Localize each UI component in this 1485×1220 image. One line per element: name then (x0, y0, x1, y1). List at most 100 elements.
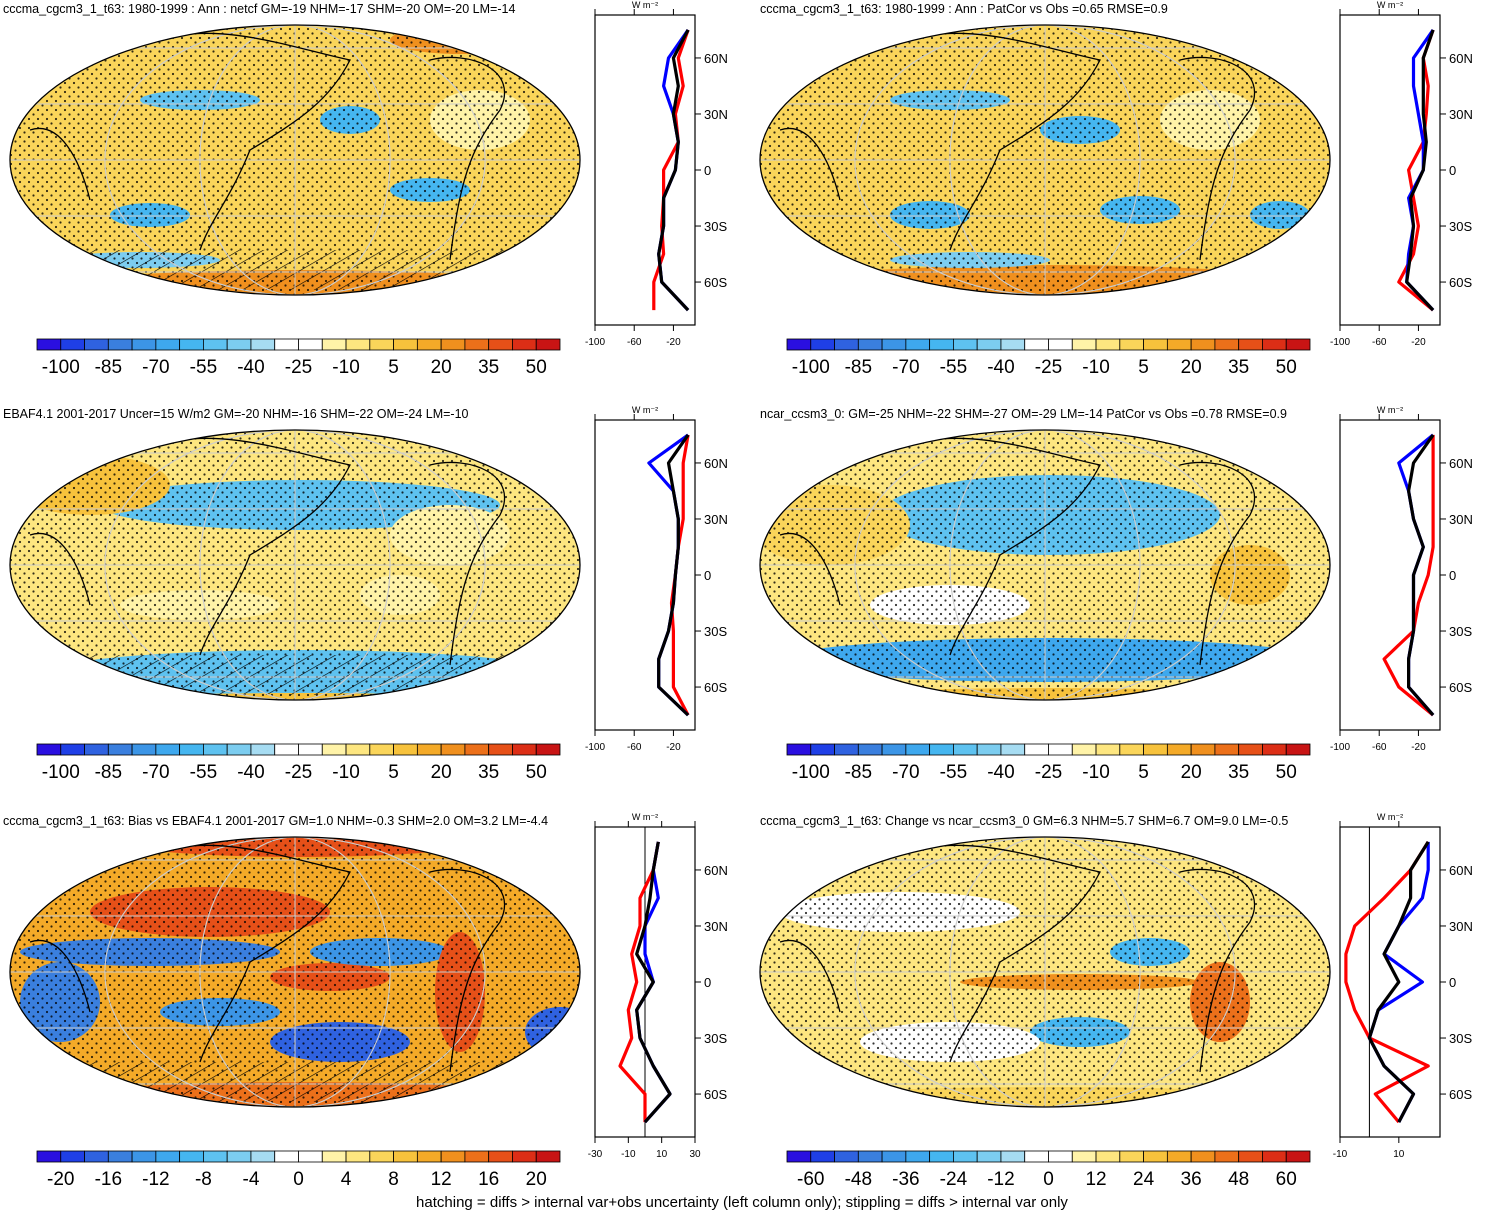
colorbar-label: 35 (1228, 762, 1249, 783)
colorbar-label: 20 (1181, 357, 1202, 378)
colorbar-box (1096, 1151, 1120, 1162)
colorbar-box (370, 339, 394, 350)
colorbar-label: 35 (478, 762, 499, 783)
colorbar-box (536, 1151, 560, 1162)
colorbar-box (180, 1151, 204, 1162)
colorbar-box (882, 1151, 906, 1162)
colorbar-box (1025, 339, 1049, 350)
colorbar-box (108, 1151, 132, 1162)
colorbar-box (953, 339, 977, 350)
x-tick-label: -20 (666, 742, 681, 753)
colorbar-box (251, 1151, 275, 1162)
colorbar-label: -70 (892, 762, 919, 783)
colorbar-box (512, 1151, 536, 1162)
colorbar-box (417, 1151, 441, 1162)
colorbar-box (1049, 339, 1073, 350)
colorbar-label: 8 (388, 1169, 399, 1190)
colorbar-box (1191, 339, 1215, 350)
profile-line (1407, 30, 1433, 310)
colorbar-box (346, 1151, 370, 1162)
panel: cccma_cgcm3_1_t63: Bias vs EBAF4.1 2001-… (0, 812, 728, 1190)
colorbar-label: -24 (940, 1169, 968, 1190)
panel-title: ncar_ccsm3_0: GM=-25 NHM=-22 SHM=-27 OM=… (760, 407, 1287, 421)
lat-tick-label: 60N (704, 51, 728, 66)
colorbar-box (787, 1151, 811, 1162)
colorbar-label: -55 (190, 762, 217, 783)
lat-tick-label: 30S (1449, 624, 1472, 639)
colorbar-box (858, 339, 882, 350)
colorbar-box (251, 744, 275, 755)
colorbar-box (1286, 339, 1310, 350)
colorbar-label: -10 (332, 357, 359, 378)
colorbar-label: 20 (526, 1169, 547, 1190)
lat-tick-label: 0 (1449, 975, 1456, 990)
x-tick-label: -10 (1333, 1149, 1348, 1160)
lat-tick-label: 30S (704, 1031, 727, 1046)
colorbar-box (1144, 339, 1168, 350)
colorbar-box (1262, 1151, 1286, 1162)
x-tick-label: -60 (1372, 742, 1387, 753)
colorbar-label: 12 (431, 1169, 452, 1190)
panel-title: cccma_cgcm3_1_t63: 1980-1999 : Ann : net… (3, 2, 515, 16)
colorbar-box (512, 339, 536, 350)
colorbar-box (85, 744, 109, 755)
lat-tick-label: 60N (1449, 51, 1473, 66)
colorbar-label: 24 (1133, 1169, 1155, 1190)
lat-tick-label: 60N (704, 863, 728, 878)
colorbar-box (536, 744, 560, 755)
colorbar-box (953, 744, 977, 755)
footer: hatching = diffs > internal var+obs unce… (416, 1194, 1068, 1211)
colorbar-box (132, 1151, 156, 1162)
colorbar-label: -100 (792, 357, 830, 378)
unit-label: W m⁻² (632, 812, 658, 822)
colorbar-label: -85 (845, 357, 872, 378)
colorbar-box (489, 744, 513, 755)
lat-tick-label: 30N (704, 107, 728, 122)
colorbar-box (977, 1151, 1001, 1162)
profile-line (1407, 30, 1433, 310)
colorbar-label: 20 (1181, 762, 1202, 783)
colorbar-box (156, 339, 180, 350)
colorbar-label: -8 (195, 1169, 212, 1190)
colorbar-box (787, 339, 811, 350)
colorbar-box (441, 339, 465, 350)
colorbar-box (322, 1151, 346, 1162)
colorbar-box (1262, 339, 1286, 350)
panel-title: EBAF4.1 2001-2017 Uncer=15 W/m2 GM=-20 N… (3, 407, 469, 421)
colorbar-box (227, 744, 251, 755)
lat-tick-label: 60S (704, 275, 727, 290)
colorbar-box (1049, 1151, 1073, 1162)
colorbar-box (1215, 339, 1239, 350)
unit-label: W m⁻² (632, 405, 658, 415)
colorbar-label: -10 (332, 762, 359, 783)
panel-title: cccma_cgcm3_1_t63: 1980-1999 : Ann : Pat… (760, 2, 1168, 16)
colorbar-box (1096, 339, 1120, 350)
lat-tick-label: 60S (1449, 680, 1472, 695)
lat-tick-label: 30N (704, 512, 728, 527)
colorbar-box (394, 744, 418, 755)
colorbar-label: 50 (1276, 357, 1297, 378)
x-tick-label: 10 (656, 1149, 668, 1160)
colorbar-box (180, 744, 204, 755)
colorbar-label: -25 (285, 357, 312, 378)
colorbar-box (1215, 744, 1239, 755)
colorbar-box (1215, 1151, 1239, 1162)
colorbar-box (61, 1151, 85, 1162)
lat-tick-label: 60N (1449, 456, 1473, 471)
colorbar-label: 5 (1138, 357, 1149, 378)
colorbar-box (1262, 744, 1286, 755)
colorbar-box (346, 339, 370, 350)
colorbar-box (441, 1151, 465, 1162)
x-tick-label: -60 (1372, 337, 1387, 348)
colorbar-box (322, 744, 346, 755)
colorbar-box (1072, 339, 1096, 350)
colorbar-box (1191, 1151, 1215, 1162)
colorbar-box (299, 744, 323, 755)
colorbar-label: -10 (1082, 762, 1109, 783)
lat-tick-label: 30S (1449, 219, 1472, 234)
colorbar-box (37, 744, 61, 755)
x-tick-label: -100 (1330, 337, 1350, 348)
map (0, 25, 590, 310)
x-tick-label: -60 (627, 337, 642, 348)
colorbar-box (1049, 744, 1073, 755)
